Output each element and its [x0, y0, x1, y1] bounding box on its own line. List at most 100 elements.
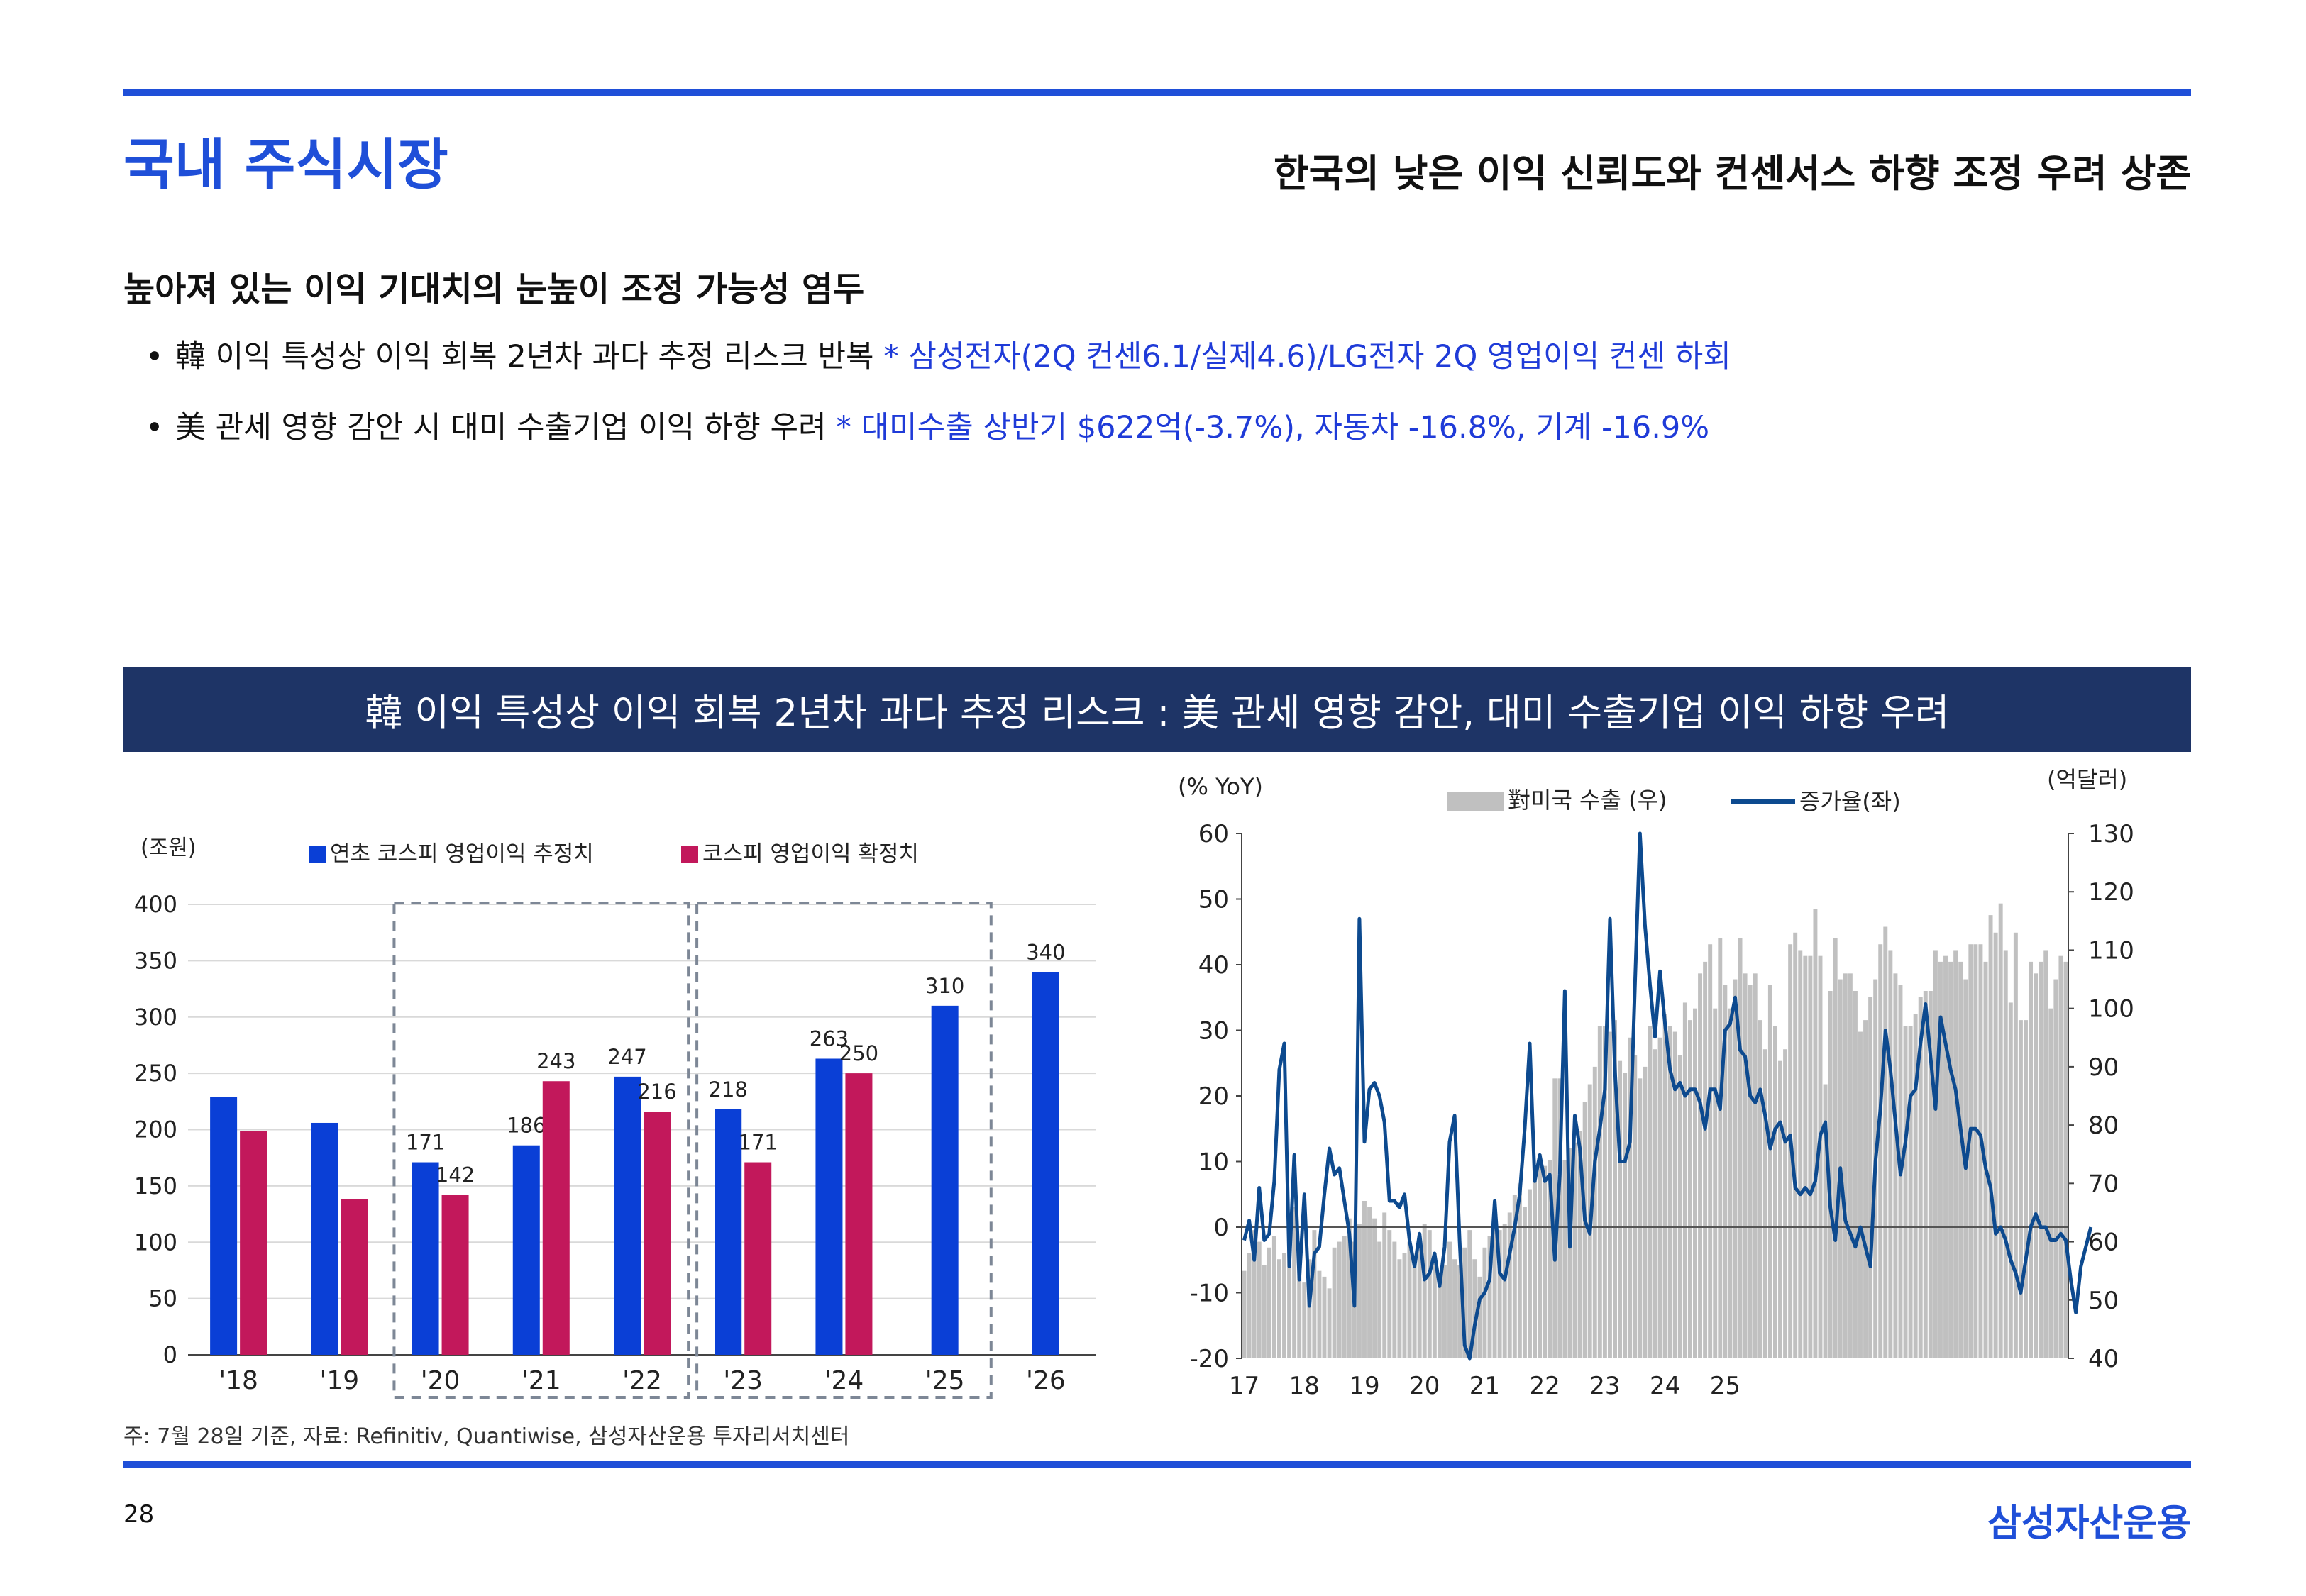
export-bar — [1582, 1102, 1587, 1358]
right-tick-label: 110 — [2088, 936, 2134, 965]
legend-swatch — [681, 846, 698, 863]
right-tick-label: 50 — [2088, 1287, 2119, 1315]
export-bar — [1943, 955, 1948, 1358]
data-label-estimate: 247 — [607, 1045, 646, 1069]
page-number: 28 — [123, 1500, 155, 1529]
right-tick-label: 120 — [2088, 878, 2134, 907]
legend-label: 對미국 수출 (우) — [1508, 787, 1667, 814]
export-bar — [1758, 1020, 1762, 1358]
export-bar — [1297, 1241, 1302, 1358]
export-bar — [1357, 1224, 1362, 1358]
left-axis-unit: (% YoY) — [1178, 773, 1263, 800]
data-label-estimate: 263 — [810, 1026, 849, 1051]
export-bar — [2063, 961, 2068, 1358]
export-bar — [1327, 1288, 1332, 1358]
export-bar — [1437, 1276, 1442, 1358]
export-bar — [2058, 955, 2063, 1358]
export-bar — [1467, 1230, 1472, 1358]
export-bar — [1257, 1241, 1262, 1358]
export-bar — [1322, 1276, 1327, 1358]
export-bar — [1442, 1265, 1447, 1358]
bar-actual — [341, 1199, 368, 1355]
legend-label: 코스피 영업이익 확정치 — [702, 841, 919, 867]
export-bar — [1672, 1031, 1677, 1358]
legend-label: 증가율(좌) — [1799, 788, 1901, 815]
bullet-text: 韓 이익 특성상 이익 회복 2년차 과다 추정 리스크 반복 — [175, 339, 874, 375]
export-bar — [1382, 1212, 1387, 1358]
export-bar — [1307, 1259, 1312, 1358]
right-tick-label: 100 — [2088, 995, 2134, 1024]
export-bar — [1317, 1270, 1322, 1358]
export-bar — [1452, 1259, 1457, 1358]
export-bar — [1477, 1276, 1482, 1358]
export-bar — [1662, 1014, 1667, 1358]
export-bar — [1457, 1265, 1462, 1358]
export-bar — [1938, 961, 1943, 1358]
export-bar — [1392, 1241, 1397, 1358]
bullet-note: * 삼성전자(2Q 컨센6.1/실제4.6)/LG전자 2Q 영업이익 컨센 하… — [873, 339, 1731, 375]
data-label-estimate: 171 — [406, 1131, 445, 1155]
x-tick-label: '20 — [421, 1366, 460, 1395]
x-tick-label: 17 — [1229, 1372, 1259, 1400]
export-bar — [1597, 1026, 1602, 1358]
export-bar — [2013, 932, 2018, 1358]
export-bar — [1958, 961, 1963, 1358]
export-bar — [1878, 944, 1883, 1358]
export-bar — [1953, 950, 1958, 1358]
export-bar — [1332, 1247, 1337, 1358]
export-bar — [1913, 1014, 1918, 1358]
export-bar — [1843, 973, 1848, 1358]
export-bar — [1577, 1131, 1582, 1358]
export-bar — [1723, 985, 1728, 1358]
export-bar — [1377, 1241, 1382, 1358]
export-bar — [1528, 1189, 1532, 1358]
export-bar — [1497, 1230, 1502, 1358]
export-bar — [1733, 979, 1738, 1358]
export-bar — [2003, 950, 2008, 1358]
x-tick-label: 20 — [1409, 1372, 1440, 1400]
export-bar — [1607, 1031, 1612, 1358]
export-bar — [1262, 1265, 1267, 1358]
export-bar — [1973, 944, 1978, 1358]
left-tick-label: 60 — [1198, 820, 1229, 848]
export-bar — [1282, 1253, 1286, 1358]
right-axis-unit: (억달러) — [2047, 766, 2127, 793]
export-bar — [1533, 1171, 1538, 1358]
export-bar — [1762, 1049, 1767, 1358]
x-tick-label: '26 — [1026, 1366, 1066, 1395]
export-bar — [1653, 1049, 1657, 1358]
export-bar — [1276, 1259, 1281, 1358]
bar-estimate — [512, 1145, 540, 1355]
bullet-text: 美 관세 영향 감안 시 대미 수출기업 이익 하향 우려 — [175, 410, 827, 445]
right-tick-label: 90 — [2088, 1053, 2119, 1082]
export-bar — [1567, 1148, 1572, 1358]
export-bar — [1247, 1253, 1252, 1358]
export-bar — [1772, 1026, 1777, 1358]
section-heading: 높아져 있는 이익 기대치의 눈높이 조정 가능성 염두 — [123, 270, 865, 309]
legend-swatch — [1447, 792, 1504, 811]
export-bar — [1312, 1230, 1317, 1358]
data-label-actual: 243 — [536, 1049, 575, 1073]
export-bar — [1703, 961, 1708, 1358]
y-tick-label: 150 — [134, 1173, 177, 1199]
export-bar — [1748, 985, 1753, 1358]
export-bar — [1682, 1002, 1687, 1358]
export-bar — [1337, 1241, 1342, 1358]
export-bar — [1888, 950, 1893, 1358]
export-bar — [1783, 1049, 1788, 1358]
footnote: 주: 7월 28일 기준, 자료: Refinitiv, Quantiwise,… — [123, 1424, 850, 1449]
bar-estimate — [1032, 972, 1059, 1355]
left-tick-label: -20 — [1189, 1345, 1229, 1373]
export-bar — [1853, 991, 1858, 1358]
export-bar — [1948, 961, 1953, 1358]
export-bar — [1743, 973, 1748, 1358]
export-bar — [1538, 1154, 1543, 1358]
export-bar — [1562, 1160, 1567, 1358]
export-bar — [1677, 1055, 1682, 1358]
export-bar — [1267, 1247, 1271, 1358]
x-tick-label: 25 — [1710, 1372, 1740, 1400]
export-bar — [1868, 997, 1873, 1358]
bar-actual — [644, 1112, 671, 1355]
x-tick-label: 22 — [1530, 1372, 1560, 1400]
export-bar — [1367, 1207, 1372, 1358]
